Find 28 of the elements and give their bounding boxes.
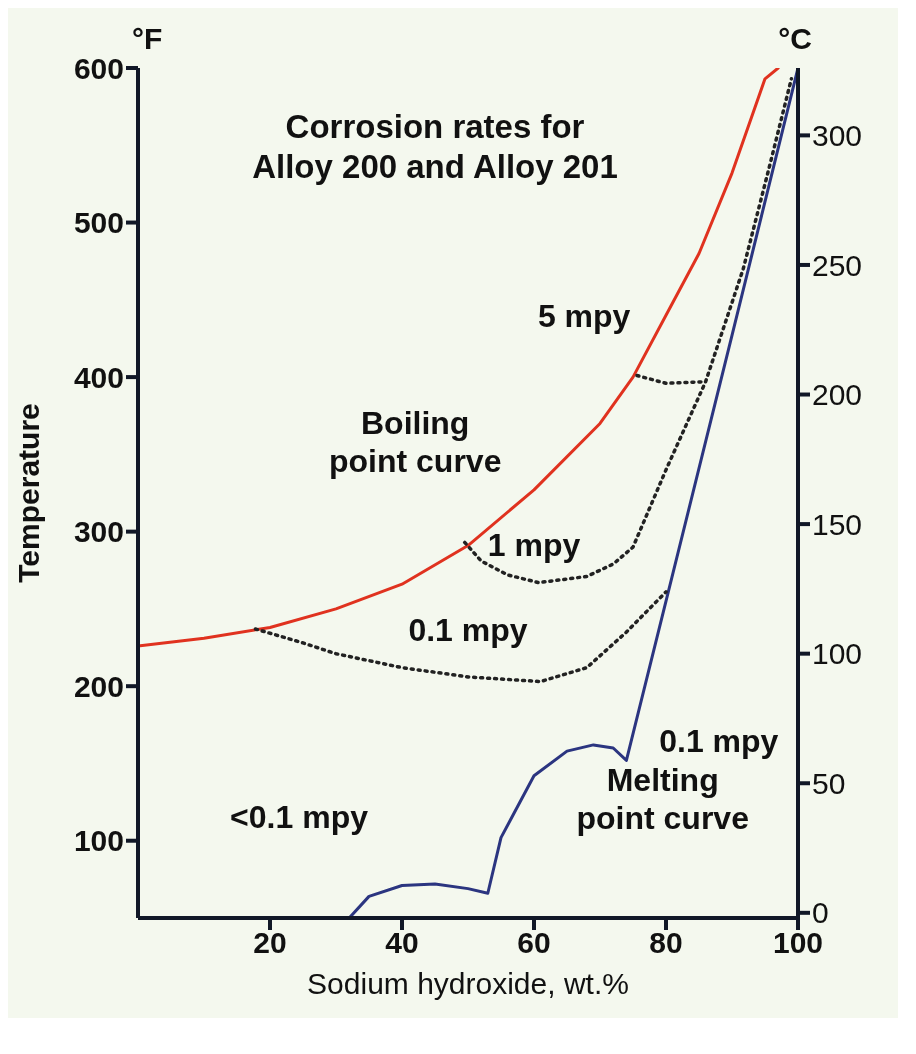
- annotation: 0.1 mpy: [408, 612, 528, 648]
- y-tick-label: 400: [73, 360, 124, 394]
- y2-tick-label: 300: [812, 119, 863, 153]
- y2-axis-title: °C: [778, 22, 812, 56]
- annotation: Boiling point curve: [328, 405, 502, 479]
- x-tick-label: 20: [253, 926, 287, 960]
- y-tick-label: 600: [73, 51, 124, 85]
- y2-tick-label: 250: [812, 248, 863, 282]
- y-tick-label: 100: [73, 824, 124, 858]
- y2-tick-label: 50: [812, 766, 846, 800]
- annotation: 5 mpy: [537, 297, 631, 334]
- x-axis-title: Sodium hydroxide, wt.%: [307, 967, 629, 1000]
- text: Corrosion rates for Alloy 200 and Alloy 201: [252, 108, 618, 185]
- annotation: Melting point curve: [576, 762, 749, 836]
- x-tick-label: 80: [649, 926, 683, 960]
- y-axis-title: Temperature: [11, 403, 45, 583]
- annotation: 0.1 mpy: [659, 722, 779, 759]
- x-tick-label: 40: [385, 926, 419, 960]
- y2-tick-label: 100: [812, 637, 863, 671]
- y-tick-label: 200: [73, 669, 124, 703]
- annotation: <0.1 mpy: [230, 799, 369, 835]
- y-tick-label: 300: [73, 515, 124, 549]
- y2-tick-label: 200: [812, 378, 863, 412]
- y2-tick-label: 150: [812, 507, 863, 541]
- annotation: 1 mpy: [487, 527, 581, 563]
- y-tick-label: 500: [73, 206, 124, 240]
- text: °F: [132, 22, 163, 56]
- x-tick-label: 60: [517, 926, 551, 960]
